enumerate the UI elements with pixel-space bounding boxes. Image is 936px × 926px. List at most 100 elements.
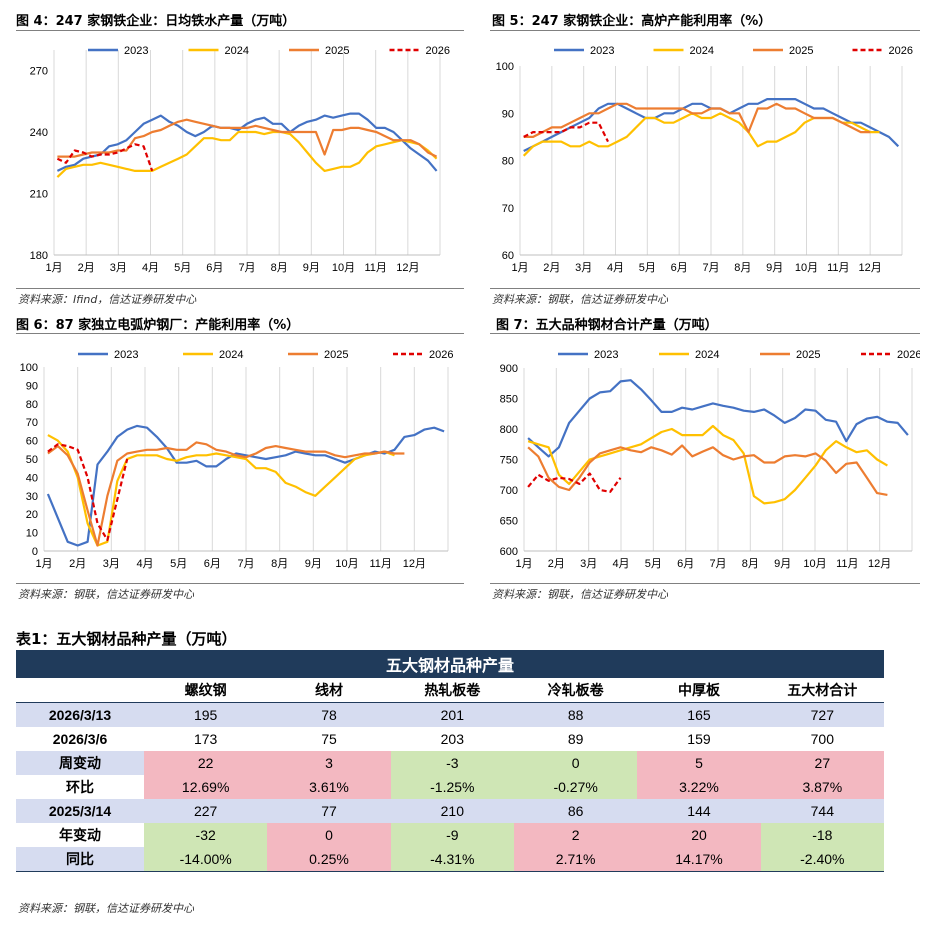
y-tick-label: 900 xyxy=(500,363,518,375)
x-tick-label: 5月 xyxy=(645,558,662,570)
x-tick-label: 6月 xyxy=(671,262,688,274)
y-tick-label: 100 xyxy=(496,61,514,73)
table-cell: 12.69% xyxy=(144,775,268,799)
table-cell: 78 xyxy=(267,702,391,727)
legend-label: 2024 xyxy=(219,349,243,361)
x-tick-label: 1月 xyxy=(515,558,532,570)
table-cell: 744 xyxy=(760,799,884,823)
row-label: 年变动 xyxy=(16,823,144,847)
legend-label: 2024 xyxy=(225,45,249,57)
table-cell: -3 xyxy=(390,751,514,775)
y-tick-label: 70 xyxy=(26,417,38,429)
table-cell: -32 xyxy=(144,823,268,847)
legend-label: 2025 xyxy=(325,45,349,57)
x-tick-label: 3月 xyxy=(580,558,597,570)
table-cell: 201 xyxy=(390,702,514,727)
legend-label: 2025 xyxy=(324,349,348,361)
y-tick-label: 100 xyxy=(20,362,38,374)
row-label: 2025/3/14 xyxy=(16,799,144,823)
x-tick-label: 11月 xyxy=(369,558,391,570)
table-cell: 89 xyxy=(513,727,638,751)
table-cell: 0 xyxy=(513,751,638,775)
y-tick-label: 600 xyxy=(500,546,518,558)
x-tick-label: 5月 xyxy=(170,558,187,570)
legend-label: 2023 xyxy=(594,349,618,361)
y-tick-label: 90 xyxy=(502,108,514,120)
legend-label: 2023 xyxy=(590,45,614,57)
y-tick-label: 0 xyxy=(32,546,38,558)
fig6-title: 图 6：87 家独立电弧炉钢厂：产能利用率（%） xyxy=(16,318,300,333)
y-tick-label: 210 xyxy=(30,189,48,201)
column-header: 五大材合计 xyxy=(760,678,884,703)
x-tick-label: 1月 xyxy=(45,262,62,274)
y-tick-label: 80 xyxy=(502,156,514,168)
legend-label: 2024 xyxy=(690,45,714,57)
legend-label: 2023 xyxy=(124,45,148,57)
x-tick-label: 7月 xyxy=(702,262,719,274)
series-line-2026 xyxy=(527,472,622,493)
table-cell: 5 xyxy=(637,751,761,775)
table-banner: 五大钢材品种产量 xyxy=(16,650,884,678)
legend-label: 2023 xyxy=(114,349,138,361)
y-tick-label: 240 xyxy=(30,127,48,139)
x-tick-label: 2月 xyxy=(543,262,560,274)
table-cell: 86 xyxy=(513,799,638,823)
y-tick-label: 60 xyxy=(26,436,38,448)
column-header: 热轧板卷 xyxy=(390,678,514,703)
fig4-title: 图 4：247 家钢铁企业：日均铁水产量（万吨） xyxy=(16,14,296,29)
y-tick-label: 30 xyxy=(26,491,38,503)
table-row: 2026/3/6 173 75 203 89 159 700 xyxy=(16,727,884,751)
legend-label: 2026 xyxy=(889,45,913,57)
table-cell: 2 xyxy=(513,823,638,847)
table-row: 2026/3/13 195 78 201 88 165 727 xyxy=(16,702,884,727)
y-tick-label: 10 xyxy=(26,528,38,540)
table-row: 年变动 -32 0 -9 2 20 -18 xyxy=(16,823,884,847)
x-tick-label: 8月 xyxy=(742,558,759,570)
legend-label: 2024 xyxy=(695,349,719,361)
legend-label: 2025 xyxy=(789,45,813,57)
table-cell: 3.61% xyxy=(267,775,391,799)
table-cell: -9 xyxy=(390,823,514,847)
y-tick-label: 50 xyxy=(26,454,38,466)
row-label: 2026/3/13 xyxy=(16,702,144,727)
series-line-2025 xyxy=(527,444,888,496)
y-tick-label: 850 xyxy=(500,394,518,406)
table-cell: 3 xyxy=(267,751,391,775)
header-corner xyxy=(16,678,144,703)
x-tick-label: 3月 xyxy=(103,558,120,570)
table-cell: 700 xyxy=(760,727,884,751)
series-line-2026 xyxy=(523,121,609,143)
fig5-source: 资料来源：钢联，信达证券研发中心 xyxy=(492,293,668,306)
column-header: 螺纹钢 xyxy=(144,678,268,703)
y-tick-label: 700 xyxy=(500,485,518,497)
table-header-row: 螺纹钢 线材 热轧板卷 冷轧板卷 中厚板 五大材合计 xyxy=(16,678,884,703)
y-tick-label: 20 xyxy=(26,509,38,521)
x-tick-label: 10月 xyxy=(795,262,818,274)
table-cell: 27 xyxy=(760,751,884,775)
table-cell: 165 xyxy=(637,702,761,727)
x-tick-label: 3月 xyxy=(110,262,127,274)
row-label: 同比 xyxy=(16,847,144,872)
fig6-title-rule xyxy=(16,333,464,334)
table-cell: 210 xyxy=(390,799,514,823)
y-tick-label: 180 xyxy=(30,250,48,262)
x-tick-label: 2月 xyxy=(78,262,95,274)
series-line-2026 xyxy=(47,443,129,542)
x-tick-label: 2月 xyxy=(69,558,86,570)
table-cell: 0 xyxy=(267,823,391,847)
x-tick-label: 11月 xyxy=(827,262,849,274)
x-tick-label: 12月 xyxy=(859,262,882,274)
table-cell: 14.17% xyxy=(637,847,761,872)
fig7-source: 资料来源：钢联，信达证券研发中心 xyxy=(492,588,668,601)
table-cell: 77 xyxy=(267,799,391,823)
table-cell: 203 xyxy=(390,727,514,751)
column-header: 线材 xyxy=(267,678,391,703)
y-tick-label: 40 xyxy=(26,472,38,484)
fig5-title: 图 5：247 家钢铁企业：高炉产能利用率（%） xyxy=(492,14,772,29)
table-row: 周变动 22 3 -3 0 5 27 xyxy=(16,751,884,775)
table-cell: 20 xyxy=(637,823,761,847)
table-cell: 22 xyxy=(144,751,268,775)
x-tick-label: 1月 xyxy=(35,558,52,570)
table-cell: 2.71% xyxy=(513,847,638,872)
x-tick-label: 4月 xyxy=(612,558,629,570)
